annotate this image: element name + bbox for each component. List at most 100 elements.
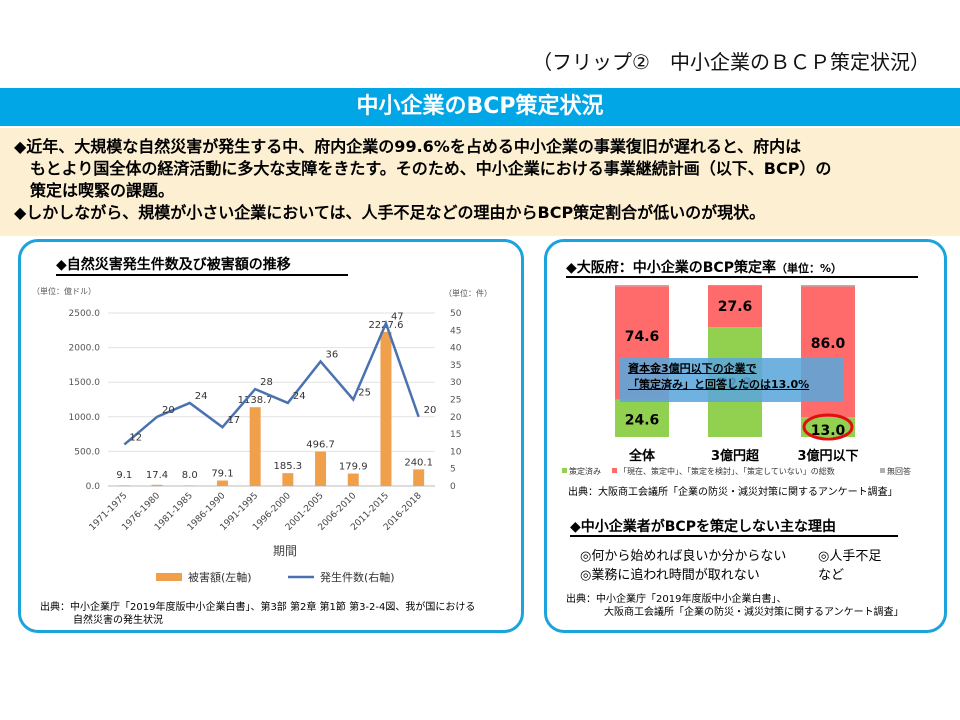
reason-4: など <box>818 568 845 583</box>
left-axis-unit: （単位：億ドル） <box>32 286 96 296</box>
legend-red-label: 「現在、策定中」、「策定を検討」、「策定していない」の総数 <box>619 466 835 476</box>
right-tick-label: 10 <box>450 447 462 457</box>
disaster-source-1: 出典：中小企業庁「2019年度版中小企業白書」、第3部 第2章 第1節 第3-2… <box>40 602 476 613</box>
x-axis-title: 期間 <box>273 544 297 558</box>
right-axis-unit: （単位：件） <box>444 288 492 298</box>
bcp-not-done-label: 74.6 <box>625 329 660 345</box>
bcp-not-done-label: 86.0 <box>811 336 846 352</box>
left-tick-label: 500.0 <box>74 447 100 457</box>
damage-bar-label: 185.3 <box>274 461 303 472</box>
legend-line-label: 発生件数(右軸) <box>320 570 395 584</box>
right-tick-label: 45 <box>450 326 461 336</box>
reasons-source-2: 大阪商工会議所「企業の防災・減災対策に関するアンケート調査」 <box>604 607 904 618</box>
damage-bar-label: 8.0 <box>182 470 198 481</box>
bcp-title-text: ◆大阪府：中小企業のBCP策定率 <box>566 260 776 276</box>
bcp-title-underline <box>566 276 918 278</box>
bcp-category-label: 3億円超 <box>711 448 760 464</box>
damage-bar <box>282 473 294 486</box>
intro-box: ◆近年、大規模な自然災害が発生する中、府内企業の99.6%を占める中小企業の事業… <box>0 128 960 236</box>
damage-bar <box>380 331 392 486</box>
bcp-done-segment <box>801 417 855 437</box>
right-tick-label: 15 <box>450 430 461 440</box>
legend-bar-label: 被害額(左軸) <box>188 570 252 584</box>
right-tick-label: 40 <box>450 344 462 354</box>
bcp-not-done-label: 27.6 <box>718 299 753 315</box>
page-title: 中小企業のBCP策定状況 <box>0 88 960 126</box>
right-tick-label: 25 <box>450 396 461 406</box>
bcp-title-unit: （単位：%） <box>775 262 843 275</box>
damage-bar-label: 1138.7 <box>238 395 273 406</box>
legend-grey-swatch <box>880 468 885 473</box>
damage-bar <box>249 407 261 486</box>
bcp-done-label: 13.0 <box>811 423 846 439</box>
legend-grey-label: 無回答 <box>887 466 911 476</box>
count-point-label: 24 <box>293 391 306 402</box>
damage-bar <box>118 485 130 486</box>
disaster-source-2: 自然災害の発生状況 <box>73 615 163 626</box>
bcp-category-label: 全体 <box>628 448 656 464</box>
count-point-label: 47 <box>391 311 404 322</box>
left-tick-label: 2500.0 <box>69 309 101 319</box>
damage-bar <box>184 485 196 486</box>
right-tick-label: 5 <box>450 465 456 475</box>
reasons-title: ◆中小企業者がBCPを策定しない主な理由 <box>570 519 836 535</box>
left-tick-label: 0.0 <box>86 482 101 492</box>
bcp-not-done-segment <box>708 285 762 328</box>
flip-label: （フリップ② 中小企業のＢＣＰ策定状況） <box>532 50 930 74</box>
reason-3: ◎業務に追われ時間が取れない <box>580 568 760 583</box>
reasons-title-underline <box>570 535 898 537</box>
count-point-label: 20 <box>424 405 437 416</box>
damage-bar-label: 79.1 <box>211 469 233 480</box>
legend-red-swatch <box>612 468 617 473</box>
left-tick-label: 2000.0 <box>69 344 101 354</box>
damage-bar <box>347 473 359 486</box>
reasons-source-1: 出典：中小企業庁「2019年度版中小企業白書」、 <box>566 594 787 605</box>
damage-bar-label: 179.9 <box>339 462 368 473</box>
intro-line-1: ◆近年、大規模な自然災害が発生する中、府内企業の99.6%を占める中小企業の事業… <box>14 137 802 156</box>
reason-1: ◎何から始めれば良いか分からない <box>580 549 787 564</box>
damage-bar-label: 240.1 <box>404 457 433 468</box>
intro-line-2: もとより国全体の経済活動に多大な支障をきたす。そのため、中小企業における事業継続… <box>30 159 832 178</box>
right-tick-label: 30 <box>450 378 462 388</box>
legend-bar-swatch <box>156 573 182 581</box>
left-tick-label: 1500.0 <box>69 378 101 388</box>
damage-bar-label: 17.4 <box>146 470 168 481</box>
callout-box: 資本金3億円以下の企業で 「策定済み」と回答したのは13.0% <box>620 358 844 402</box>
count-point-label: 36 <box>326 349 339 360</box>
count-point-label: 17 <box>227 415 240 426</box>
disaster-panel-title: ◆自然災害発生件数及び被害額の推移 <box>56 257 291 273</box>
damage-bar-label: 9.1 <box>116 470 132 481</box>
count-point-label: 24 <box>195 391 208 402</box>
count-point-label: 12 <box>129 432 142 443</box>
highlight-circle <box>802 413 854 441</box>
right-tick-label: 0 <box>450 482 456 492</box>
count-point-label: 28 <box>260 377 273 388</box>
disaster-title-underline <box>56 274 348 276</box>
damage-bar <box>216 480 228 486</box>
bcp-done-segment <box>615 399 669 437</box>
bcp-no-answer-segment <box>801 285 855 287</box>
damage-bar <box>413 469 425 486</box>
disaster-panel <box>18 239 524 633</box>
right-tick-label: 20 <box>450 413 462 423</box>
bcp-category-label: 3億円以下 <box>797 448 858 464</box>
callout-line-1: 資本金3億円以下の企業で <box>628 362 757 375</box>
bcp-source: 出典：大阪商工会議所「企業の防災・減災対策に関するアンケート調査」 <box>568 487 898 498</box>
count-line <box>123 319 420 446</box>
right-tick-label: 50 <box>450 309 462 319</box>
left-tick-label: 1000.0 <box>69 413 101 423</box>
damage-bar <box>151 484 163 486</box>
reason-2: ◎人手不足 <box>818 549 882 564</box>
intro-line-3: 策定は喫緊の課題。 <box>30 181 175 200</box>
legend-green-swatch <box>562 468 567 473</box>
callout-line-2: 「策定済み」と回答したのは13.0% <box>628 378 810 391</box>
legend-green-label: 策定済み <box>569 466 601 476</box>
count-point-label: 20 <box>162 405 175 416</box>
disaster-chart: （単位：億ドル） （単位：件） 0.0 500.0 1000.0 1500.0 2000… <box>32 286 492 584</box>
right-tick-label: 35 <box>450 361 461 371</box>
bcp-panel-title: ◆大阪府：中小企業のBCP策定率（単位：%） <box>566 257 842 277</box>
bcp-done-label: 24.6 <box>625 412 660 428</box>
damage-bar-label: 496.7 <box>306 440 335 451</box>
count-point-label: 25 <box>358 388 371 399</box>
bcp-no-answer-segment <box>615 285 669 287</box>
